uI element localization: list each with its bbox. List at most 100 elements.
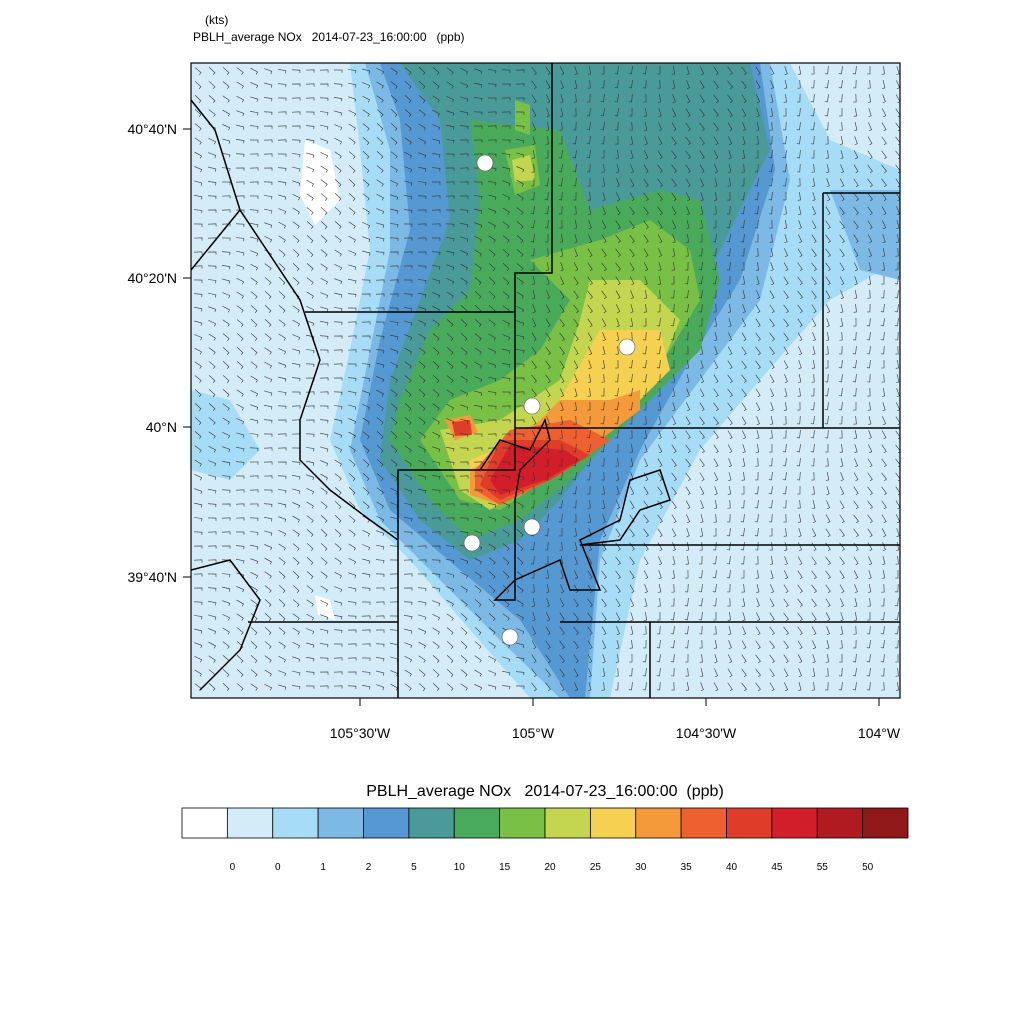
wind-barb	[727, 499, 731, 509]
wind-barb	[867, 79, 871, 89]
wind-barb	[516, 599, 524, 607]
wind-barb	[559, 682, 565, 692]
wind-barb	[741, 583, 745, 593]
wind-barb	[194, 123, 202, 131]
wind-barb	[207, 265, 217, 269]
wind-barb	[278, 585, 286, 593]
wind-barb	[755, 682, 761, 692]
wind-barb	[853, 500, 859, 510]
wind-barb	[488, 362, 497, 369]
wind-barb	[644, 276, 648, 285]
wind-barb	[334, 543, 342, 551]
wind-barb	[880, 653, 885, 663]
wind-barb	[516, 291, 524, 299]
wind-barb	[784, 682, 789, 692]
wind-barb	[376, 222, 385, 228]
wind-barb	[685, 682, 690, 691]
wind-barb	[474, 249, 482, 257]
wind-barb	[630, 458, 634, 467]
wind-barb	[600, 443, 605, 453]
wind-barb	[446, 333, 454, 341]
wind-barb	[545, 682, 551, 692]
wind-barb	[236, 655, 244, 663]
wind-barb	[487, 83, 497, 88]
wind-barb	[601, 681, 605, 691]
city-marker	[618, 338, 636, 356]
wind-barb	[515, 125, 525, 130]
wind-barb	[320, 321, 329, 326]
wind-barb	[559, 541, 563, 551]
wind-barb	[895, 555, 899, 565]
wind-barb	[602, 192, 606, 201]
wind-barb	[867, 276, 871, 285]
wind-barb	[614, 65, 619, 75]
wind-barb	[559, 304, 565, 314]
wind-barb	[643, 639, 647, 649]
wind-barb	[783, 276, 789, 286]
colorbar-label: 5	[411, 862, 417, 873]
wind-barb	[881, 206, 887, 216]
wind-barb	[502, 291, 510, 299]
wind-barb	[853, 514, 859, 524]
wind-barb	[431, 251, 441, 256]
wind-barb	[713, 94, 719, 104]
wind-barb	[615, 556, 621, 566]
wind-barb	[530, 499, 535, 509]
wind-barb	[643, 625, 647, 635]
wind-barb	[432, 361, 440, 369]
wind-barb	[376, 179, 384, 187]
wind-barb	[530, 555, 535, 565]
wind-barb	[531, 471, 535, 481]
units: (kts)	[205, 13, 228, 27]
wind-barb	[657, 234, 663, 244]
wind-barb	[587, 612, 593, 622]
wind-barb	[559, 276, 565, 286]
wind-barb	[488, 571, 496, 579]
wind-barb	[825, 276, 831, 286]
wind-barb	[671, 164, 677, 174]
wind-barb	[194, 180, 203, 186]
wind-barb	[825, 149, 829, 159]
wind-barb	[235, 223, 245, 227]
wind-barb	[769, 290, 775, 300]
wind-barb	[630, 472, 634, 482]
wind-barb	[881, 65, 885, 75]
wind-barb	[880, 625, 885, 635]
wind-barb	[881, 178, 887, 188]
wind-barb	[516, 557, 524, 565]
wind-barb	[769, 219, 773, 229]
wind-barb	[516, 320, 525, 327]
wind-barb	[348, 110, 357, 117]
wind-barb	[642, 79, 647, 89]
wind-barb	[432, 153, 441, 158]
wind-barb	[236, 447, 245, 452]
wind-barb	[881, 192, 887, 202]
wind-barb	[895, 569, 899, 579]
wind-barb	[320, 571, 328, 579]
wind-barb	[236, 319, 244, 327]
wind-barb	[431, 167, 441, 172]
wind-barb	[629, 556, 635, 566]
wind-barb	[333, 349, 343, 353]
wind-barb	[656, 681, 661, 691]
wind-barb	[826, 332, 830, 341]
wind-barb	[531, 177, 535, 187]
wind-barb	[193, 601, 203, 605]
city-marker	[476, 154, 494, 172]
wind-barb	[601, 290, 607, 300]
wind-barb	[446, 403, 454, 411]
wind-barb	[390, 375, 398, 383]
wind-barb	[418, 95, 426, 103]
wind-barb	[292, 334, 301, 341]
wind-barb	[235, 195, 245, 199]
wind-barb	[671, 359, 675, 369]
wind-barb	[586, 429, 591, 439]
wind-barb	[319, 111, 329, 116]
wind-barb	[333, 405, 343, 410]
wind-barb	[488, 670, 497, 677]
wind-barb	[727, 346, 733, 356]
wind-barb	[292, 194, 301, 201]
wind-barb	[881, 388, 886, 397]
wind-barb	[348, 404, 357, 410]
wind-barb	[882, 402, 886, 411]
